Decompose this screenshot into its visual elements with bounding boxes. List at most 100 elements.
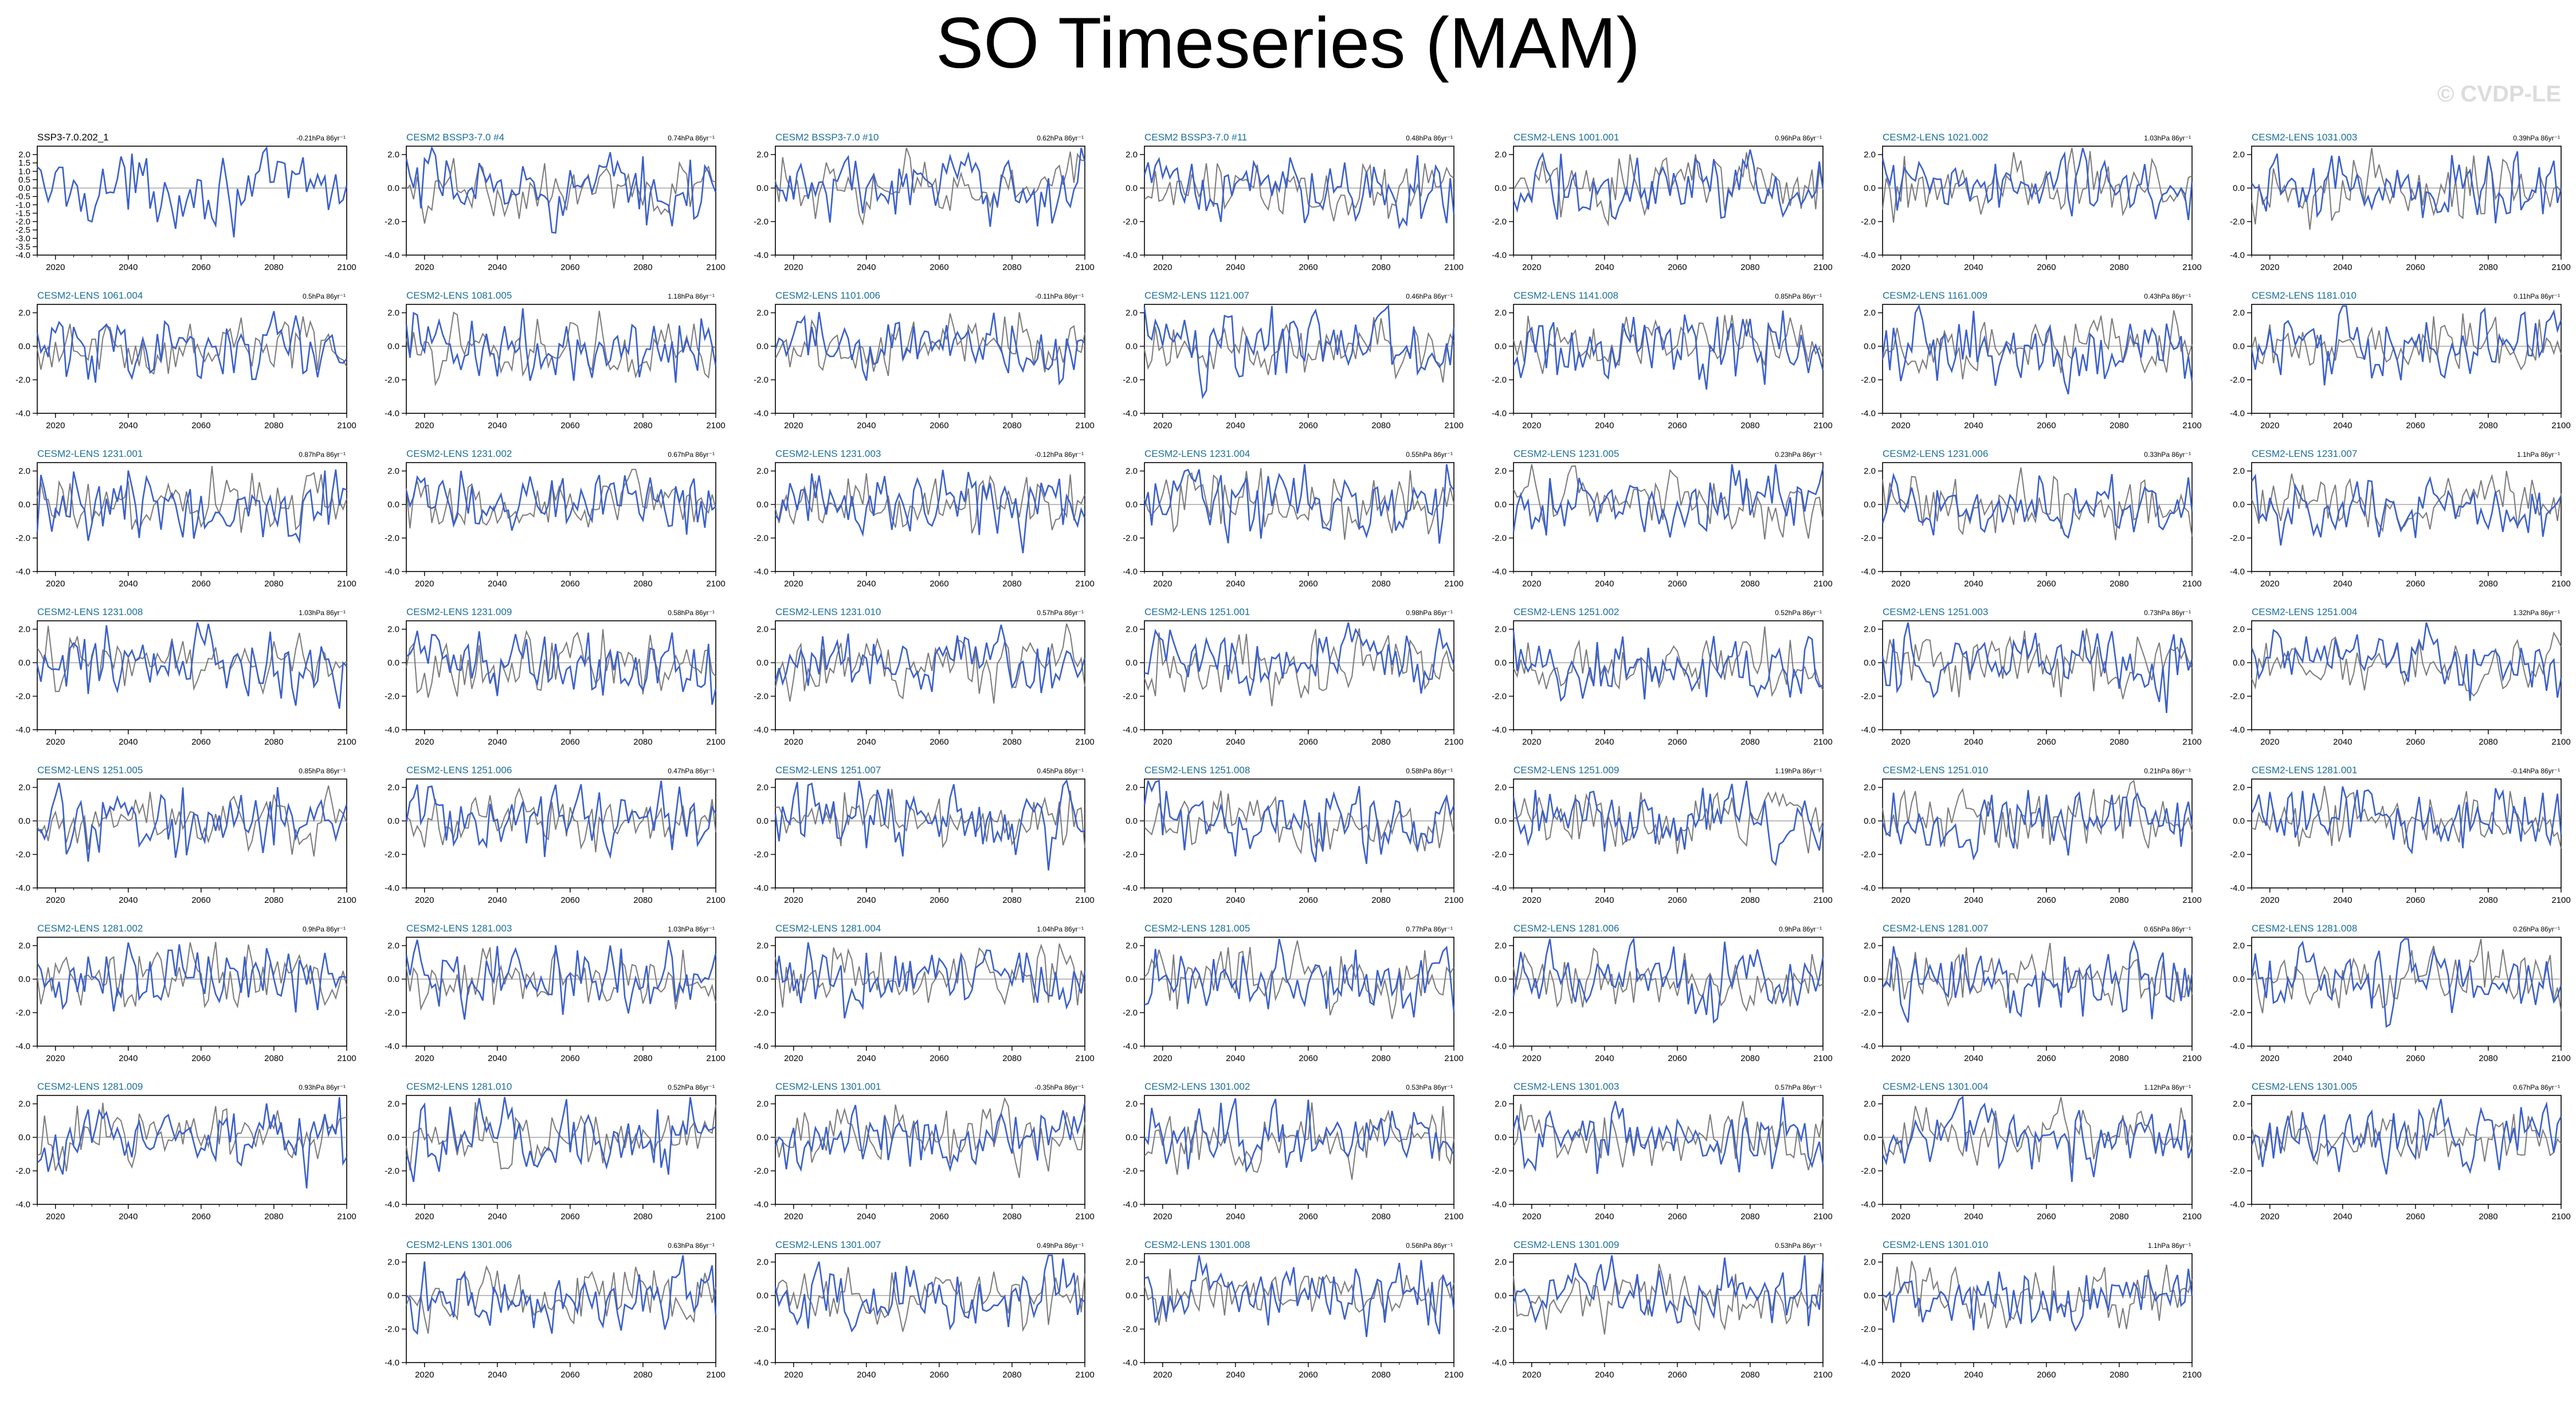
y-tick-label: -4.0: [1861, 725, 1876, 735]
y-tick-label: -4.0: [1492, 725, 1507, 735]
y-tick-label: -2.0: [15, 1167, 30, 1176]
member-series-line: [1881, 304, 2193, 394]
panel: 2.0 0.0 -2.0 -4.0 2020 2040 2060 2080 2100 CESM2-…: [1123, 1239, 1464, 1380]
member-series-line: [405, 471, 716, 535]
x-tick-label: 2080: [2479, 1054, 2497, 1063]
y-tick-label: 0.0: [756, 500, 769, 510]
member-series-line: [1881, 790, 2193, 861]
reference-series-line: [1882, 467, 2193, 541]
x-tick-label: 2020: [1891, 1054, 1910, 1063]
x-tick-label: 2080: [1002, 1054, 1021, 1063]
y-tick-label: -4.0: [1861, 1358, 1876, 1368]
x-tick-label: 2020: [415, 895, 434, 905]
y-tick-label: -2.0: [754, 1325, 769, 1334]
y-tick-label: 0.0: [387, 974, 399, 984]
x-tick-label: 2020: [1522, 1054, 1541, 1063]
x-tick-label: 2080: [1002, 421, 1021, 430]
panel-trend: 0.23hPa 86yr⁻¹: [1775, 451, 1822, 459]
panel: 2.0 0.0 -2.0 -4.0 2020 2040 2060 2080 2100 CESM2-…: [15, 290, 356, 430]
y-tick-label: 0.0: [1126, 1133, 1138, 1142]
panel-trend: 0.52hPa 86yr⁻¹: [668, 1083, 715, 1091]
panel-trend: 1.03hPa 86yr⁻¹: [299, 609, 346, 617]
panel-trend: 0.63hPa 86yr⁻¹: [668, 1242, 715, 1250]
y-tick-label: -3.5: [15, 242, 30, 252]
y-tick-label: -2.0: [2230, 534, 2245, 543]
x-tick-label: 2060: [2037, 737, 2056, 747]
x-tick-label: 2040: [1964, 1370, 1983, 1380]
x-tick-label: 2060: [1668, 1054, 1687, 1063]
x-tick-label: 2100: [1444, 1054, 1463, 1063]
y-tick-label: 2.0: [756, 308, 769, 318]
member-series-line: [1512, 1255, 1824, 1326]
x-tick-label: 2080: [1371, 1054, 1390, 1063]
member-series-line: [36, 942, 347, 1013]
y-tick-label: 0.0: [756, 183, 769, 193]
panel-trend: 0.11hPa 86yr⁻¹: [2514, 292, 2560, 300]
panel: 2.0 0.0 -2.0 -4.0 2020 2040 2060 2080 2100 CESM2 …: [385, 132, 726, 272]
x-tick-label: 2020: [1153, 1212, 1172, 1222]
x-tick-label: 2020: [784, 1370, 803, 1380]
panel-trend: 0.85hPa 86yr⁻¹: [1775, 292, 1822, 300]
panel: 2.0 0.0 -2.0 -4.0 2020 2040 2060 2080 2100 CESM2-…: [15, 606, 356, 747]
y-tick-label: -2.0: [1492, 1008, 1507, 1018]
x-tick-label: 2080: [2110, 737, 2128, 747]
y-tick-label: -3.0: [15, 234, 30, 244]
x-tick-label: 2080: [264, 1212, 283, 1222]
y-tick-label: -4.0: [1861, 1200, 1876, 1210]
y-tick-label: 2.0: [387, 1099, 399, 1109]
x-tick-label: 2040: [2333, 895, 2352, 905]
member-series-line: [406, 1255, 717, 1335]
member-series-line: [37, 782, 348, 862]
panel-trend: 0.73hPa 86yr⁻¹: [2144, 609, 2191, 617]
x-tick-label: 2060: [1299, 1370, 1318, 1380]
x-tick-label: 2080: [1371, 421, 1390, 430]
y-tick-label: -2.0: [15, 217, 30, 227]
panel: 2.0 0.0 -2.0 -4.0 2020 2040 2060 2080 2100 CESM2-…: [1492, 606, 1833, 747]
x-tick-label: 2060: [2037, 421, 2056, 430]
y-tick-label: -2.0: [1492, 1167, 1507, 1176]
panel: 2.0 0.0 -2.0 -4.0 2020 2040 2060 2080 2100 CESM2-…: [1861, 1239, 2202, 1380]
panel-trend: -0.21hPa 86yr⁻¹: [296, 134, 346, 142]
panel: 2.0 0.0 -2.0 -4.0 2020 2040 2060 2080 2100 CESM2-…: [1861, 606, 2202, 747]
y-tick-label: 2.0: [387, 150, 399, 160]
panel: 2.0 0.0 -2.0 -4.0 2020 2040 2060 2080 2100 CESM2-…: [15, 923, 356, 1063]
y-tick-label: 0.0: [1864, 500, 1876, 510]
panel: 2.0 0.0 -2.0 -4.0 2020 2040 2060 2080 2100 CESM2-…: [1861, 290, 2202, 430]
y-tick-label: 0.0: [1126, 1291, 1138, 1301]
panel: 2.0 0.0 -2.0 -4.0 2020 2040 2060 2080 2100 CESM2-…: [754, 290, 1095, 430]
y-tick-label: 2.0: [756, 150, 769, 160]
x-tick-label: 2020: [1522, 737, 1541, 747]
panel-title: CESM2-LENS 1231.006: [1883, 448, 1988, 459]
y-tick-label: -4.0: [15, 251, 30, 260]
y-tick-label: -4.0: [385, 1358, 399, 1368]
panel-frame: [37, 304, 347, 414]
y-tick-label: -4.0: [1123, 1358, 1138, 1368]
member-series-line: [1144, 1255, 1455, 1337]
y-tick-label: 2.0: [756, 467, 769, 476]
member-series-line: [1512, 937, 1824, 1024]
member-series-line: [1881, 1095, 2193, 1182]
member-series-line: [2250, 151, 2562, 224]
y-tick-label: -4.0: [385, 567, 399, 577]
y-tick-label: -2.0: [1123, 850, 1138, 860]
x-tick-label: 2100: [2182, 579, 2201, 589]
y-tick-label: 2.0: [1495, 308, 1507, 318]
panel-title: CESM2-LENS 1301.009: [1514, 1239, 1619, 1250]
x-tick-label: 2040: [488, 579, 507, 589]
y-tick-label: -4.0: [385, 409, 399, 418]
reference-series-line: [775, 312, 1085, 377]
panel-title: CESM2-LENS 1301.010: [1883, 1239, 1988, 1250]
y-tick-label: -4.0: [1123, 725, 1138, 735]
reference-series-line: [406, 1265, 716, 1334]
panel-frame: [37, 778, 347, 889]
y-tick-label: -2.0: [2230, 850, 2245, 860]
x-tick-label: 2060: [1299, 895, 1318, 905]
panel-title: CESM2-LENS 1281.003: [406, 923, 512, 934]
panel: 2.0 0.0 -2.0 -4.0 2020 2040 2060 2080 2100 CESM2-…: [385, 923, 726, 1063]
x-tick-label: 2080: [633, 421, 652, 430]
panel-trend: 0.55hPa 86yr⁻¹: [1406, 451, 1453, 459]
panel-title: CESM2-LENS 1231.001: [37, 448, 143, 459]
panel: 2.0 0.0 -2.0 -4.0 2020 2040 2060 2080 2100 CESM2-…: [385, 1081, 726, 1222]
y-tick-label: -4.0: [15, 1042, 30, 1051]
